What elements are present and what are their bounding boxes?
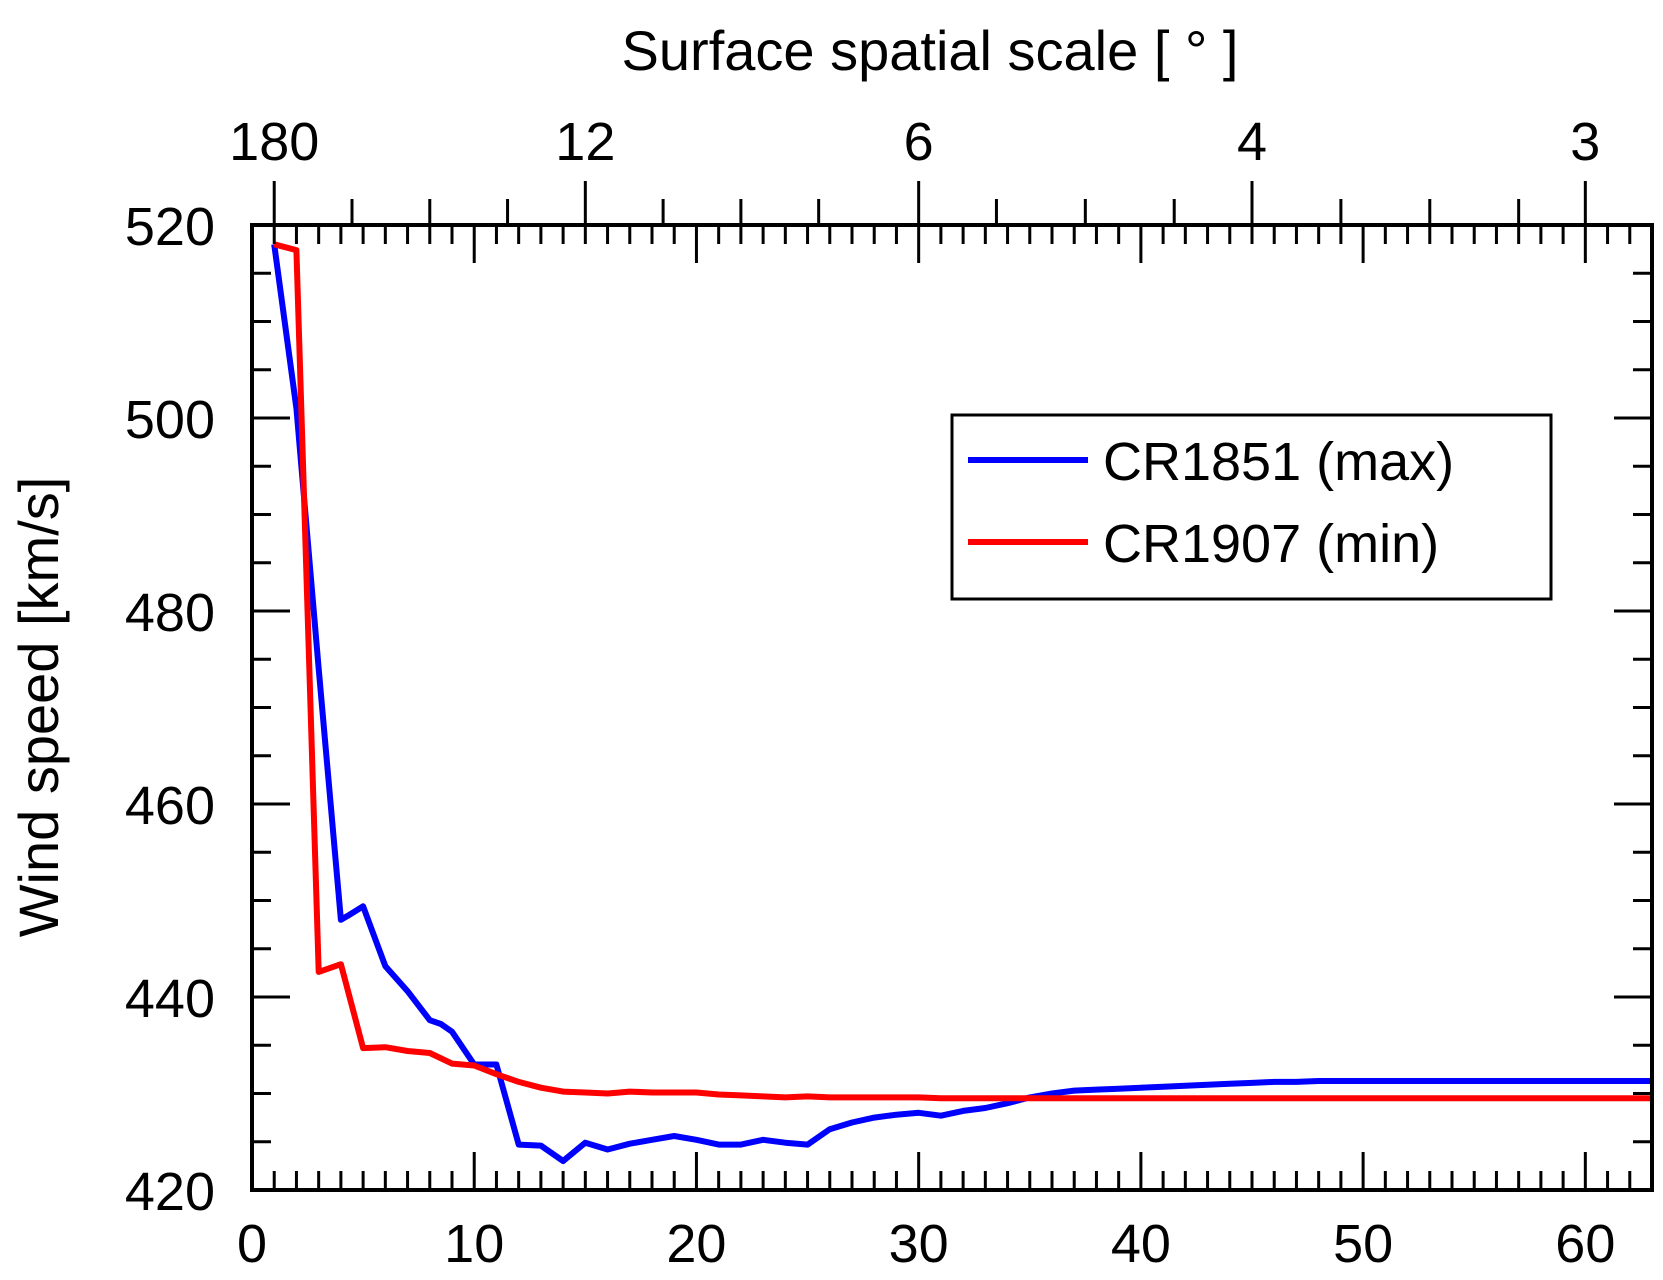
tick-layer [250,181,1654,1192]
top-tick-label: 3 [1570,112,1600,172]
legend: CR1851 (max) CR1907 (min) [950,413,1553,601]
top-tick-label: 12 [555,112,615,172]
x-tick-label: 60 [1555,1214,1615,1274]
legend-label-cr1907: CR1907 (min) [1103,514,1439,574]
x-tick-label: 10 [444,1214,504,1274]
y-tick-label: 460 [125,776,215,836]
series-layer [271,241,1652,1164]
plot-frame [250,223,1654,1192]
legend-box [950,413,1553,601]
series-line-cr1907 [273,241,1652,1102]
x-tick-label: 0 [237,1214,267,1274]
legend-label-cr1851: CR1851 (max) [1103,432,1454,492]
y-tick-label: 420 [125,1162,215,1222]
series-line-cr1851 [271,243,1652,1164]
y-tick-label: 520 [125,197,215,257]
y-tick-label: 500 [125,390,215,450]
x-tick-label: 40 [1111,1214,1171,1274]
x-tick-label: 30 [889,1214,949,1274]
top-axis-title: Surface spatial scale [ ° ] [622,19,1239,82]
y-tick-label: 480 [125,583,215,643]
x-tick-label: 50 [1333,1214,1393,1274]
top-tick-label: 180 [229,112,319,172]
y-axis-title: Wind speed [km/s] [7,477,70,938]
y-tick-label: 440 [125,969,215,1029]
top-tick-label: 6 [904,112,934,172]
x-tick-label: 20 [666,1214,726,1274]
top-tick-label: 4 [1237,112,1267,172]
